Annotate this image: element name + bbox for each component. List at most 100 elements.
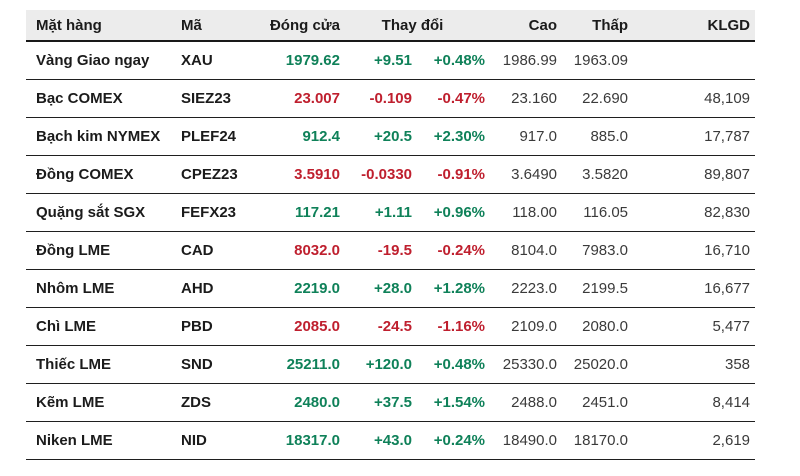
low-price: 3.5820 [557,155,629,194]
close-price: 23.007 [256,79,340,118]
close-price: 18317.0 [256,421,340,460]
commodity-code: XAU [171,41,256,80]
volume: 358 [628,345,756,384]
table-header-row: Mặt hàng Mã Đóng cửa Thay đổi Cao Thấp K… [26,10,756,42]
commodity-code: CPEZ23 [171,155,256,194]
change-value: +28.0 [340,269,412,308]
change-value: -0.0330 [340,155,412,194]
volume: 16,710 [628,231,756,270]
volume: 2,619 [628,421,756,460]
commodity-code: FEFX23 [171,193,256,232]
commodity-code: ZDS [171,383,256,422]
column-header-change: Thay đổi [340,10,486,42]
commodity-name: Niken LME [26,421,171,460]
commodity-name: Thiếc LME [26,345,171,384]
low-price: 116.05 [557,193,629,232]
change-value: +120.0 [340,345,412,384]
volume: 5,477 [628,307,756,346]
commodity-name: Vàng Giao ngay [26,41,171,80]
close-price: 2480.0 [256,383,340,422]
change-percent: +2.30% [412,117,486,156]
low-price: 18170.0 [557,421,629,460]
change-percent: -0.24% [412,231,486,270]
commodity-name: Chì LME [26,307,171,346]
low-price: 885.0 [557,117,629,156]
close-price: 117.21 [256,193,340,232]
table-row[interactable]: Đồng LME CAD 8032.0 -19.5 -0.24% 8104.0 … [26,231,756,270]
low-price: 2199.5 [557,269,629,308]
volume [628,41,756,80]
table-row[interactable]: Niken LME NID 18317.0 +43.0 +0.24% 18490… [26,421,756,460]
change-percent: +0.24% [412,421,486,460]
low-price: 25020.0 [557,345,629,384]
commodity-name: Nhôm LME [26,269,171,308]
column-header-close: Đóng cửa [256,10,340,42]
close-price: 1979.62 [256,41,340,80]
table-row[interactable]: Bạc COMEX SIEZ23 23.007 -0.109 -0.47% 23… [26,79,756,118]
high-price: 1986.99 [485,41,558,80]
close-price: 2219.0 [256,269,340,308]
volume: 89,807 [628,155,756,194]
commodity-name: Đồng COMEX [26,155,171,194]
commodity-name: Quặng sắt SGX [26,193,171,232]
change-percent: +0.48% [412,345,486,384]
column-header-item: Mặt hàng [26,10,171,42]
table-row[interactable]: Bạch kim NYMEX PLEF24 912.4 +20.5 +2.30%… [26,117,756,156]
high-price: 2488.0 [485,383,558,422]
high-price: 2109.0 [485,307,558,346]
column-header-volume: KLGD [628,10,756,42]
column-header-low: Thấp [557,10,629,42]
low-price: 1963.09 [557,41,629,80]
change-value: +37.5 [340,383,412,422]
column-header-high: Cao [485,10,558,42]
commodity-name: Bạc COMEX [26,79,171,118]
close-price: 912.4 [256,117,340,156]
table-row[interactable]: Quặng sắt SGX FEFX23 117.21 +1.11 +0.96%… [26,193,756,232]
change-value: -0.109 [340,79,412,118]
high-price: 118.00 [485,193,558,232]
close-price: 3.5910 [256,155,340,194]
commodity-price-table: Mặt hàng Mã Đóng cửa Thay đổi Cao Thấp K… [26,10,756,460]
change-percent: +1.28% [412,269,486,308]
commodity-code: PBD [171,307,256,346]
volume: 17,787 [628,117,756,156]
change-percent: -1.16% [412,307,486,346]
table-row[interactable]: Vàng Giao ngay XAU 1979.62 +9.51 +0.48% … [26,41,756,80]
table-row[interactable]: Thiếc LME SND 25211.0 +120.0 +0.48% 2533… [26,345,756,384]
table-row[interactable]: Đồng COMEX CPEZ23 3.5910 -0.0330 -0.91% … [26,155,756,194]
commodity-name: Bạch kim NYMEX [26,117,171,156]
change-value: -19.5 [340,231,412,270]
change-percent: +1.54% [412,383,486,422]
commodity-code: PLEF24 [171,117,256,156]
change-value: +1.11 [340,193,412,232]
change-percent: -0.47% [412,79,486,118]
table-row[interactable]: Nhôm LME AHD 2219.0 +28.0 +1.28% 2223.0 … [26,269,756,308]
volume: 82,830 [628,193,756,232]
close-price: 25211.0 [256,345,340,384]
high-price: 25330.0 [485,345,558,384]
high-price: 23.160 [485,79,558,118]
commodity-name: Đồng LME [26,231,171,270]
column-header-code: Mã [171,10,256,42]
change-percent: +0.48% [412,41,486,80]
high-price: 3.6490 [485,155,558,194]
table-row[interactable]: Kẽm LME ZDS 2480.0 +37.5 +1.54% 2488.0 2… [26,383,756,422]
change-percent: -0.91% [412,155,486,194]
change-value: +9.51 [340,41,412,80]
high-price: 8104.0 [485,231,558,270]
change-value: -24.5 [340,307,412,346]
high-price: 2223.0 [485,269,558,308]
high-price: 18490.0 [485,421,558,460]
low-price: 7983.0 [557,231,629,270]
low-price: 2080.0 [557,307,629,346]
commodity-code: CAD [171,231,256,270]
high-price: 917.0 [485,117,558,156]
change-value: +43.0 [340,421,412,460]
close-price: 2085.0 [256,307,340,346]
change-percent: +0.96% [412,193,486,232]
low-price: 22.690 [557,79,629,118]
commodity-code: NID [171,421,256,460]
volume: 8,414 [628,383,756,422]
table-row[interactable]: Chì LME PBD 2085.0 -24.5 -1.16% 2109.0 2… [26,307,756,346]
low-price: 2451.0 [557,383,629,422]
